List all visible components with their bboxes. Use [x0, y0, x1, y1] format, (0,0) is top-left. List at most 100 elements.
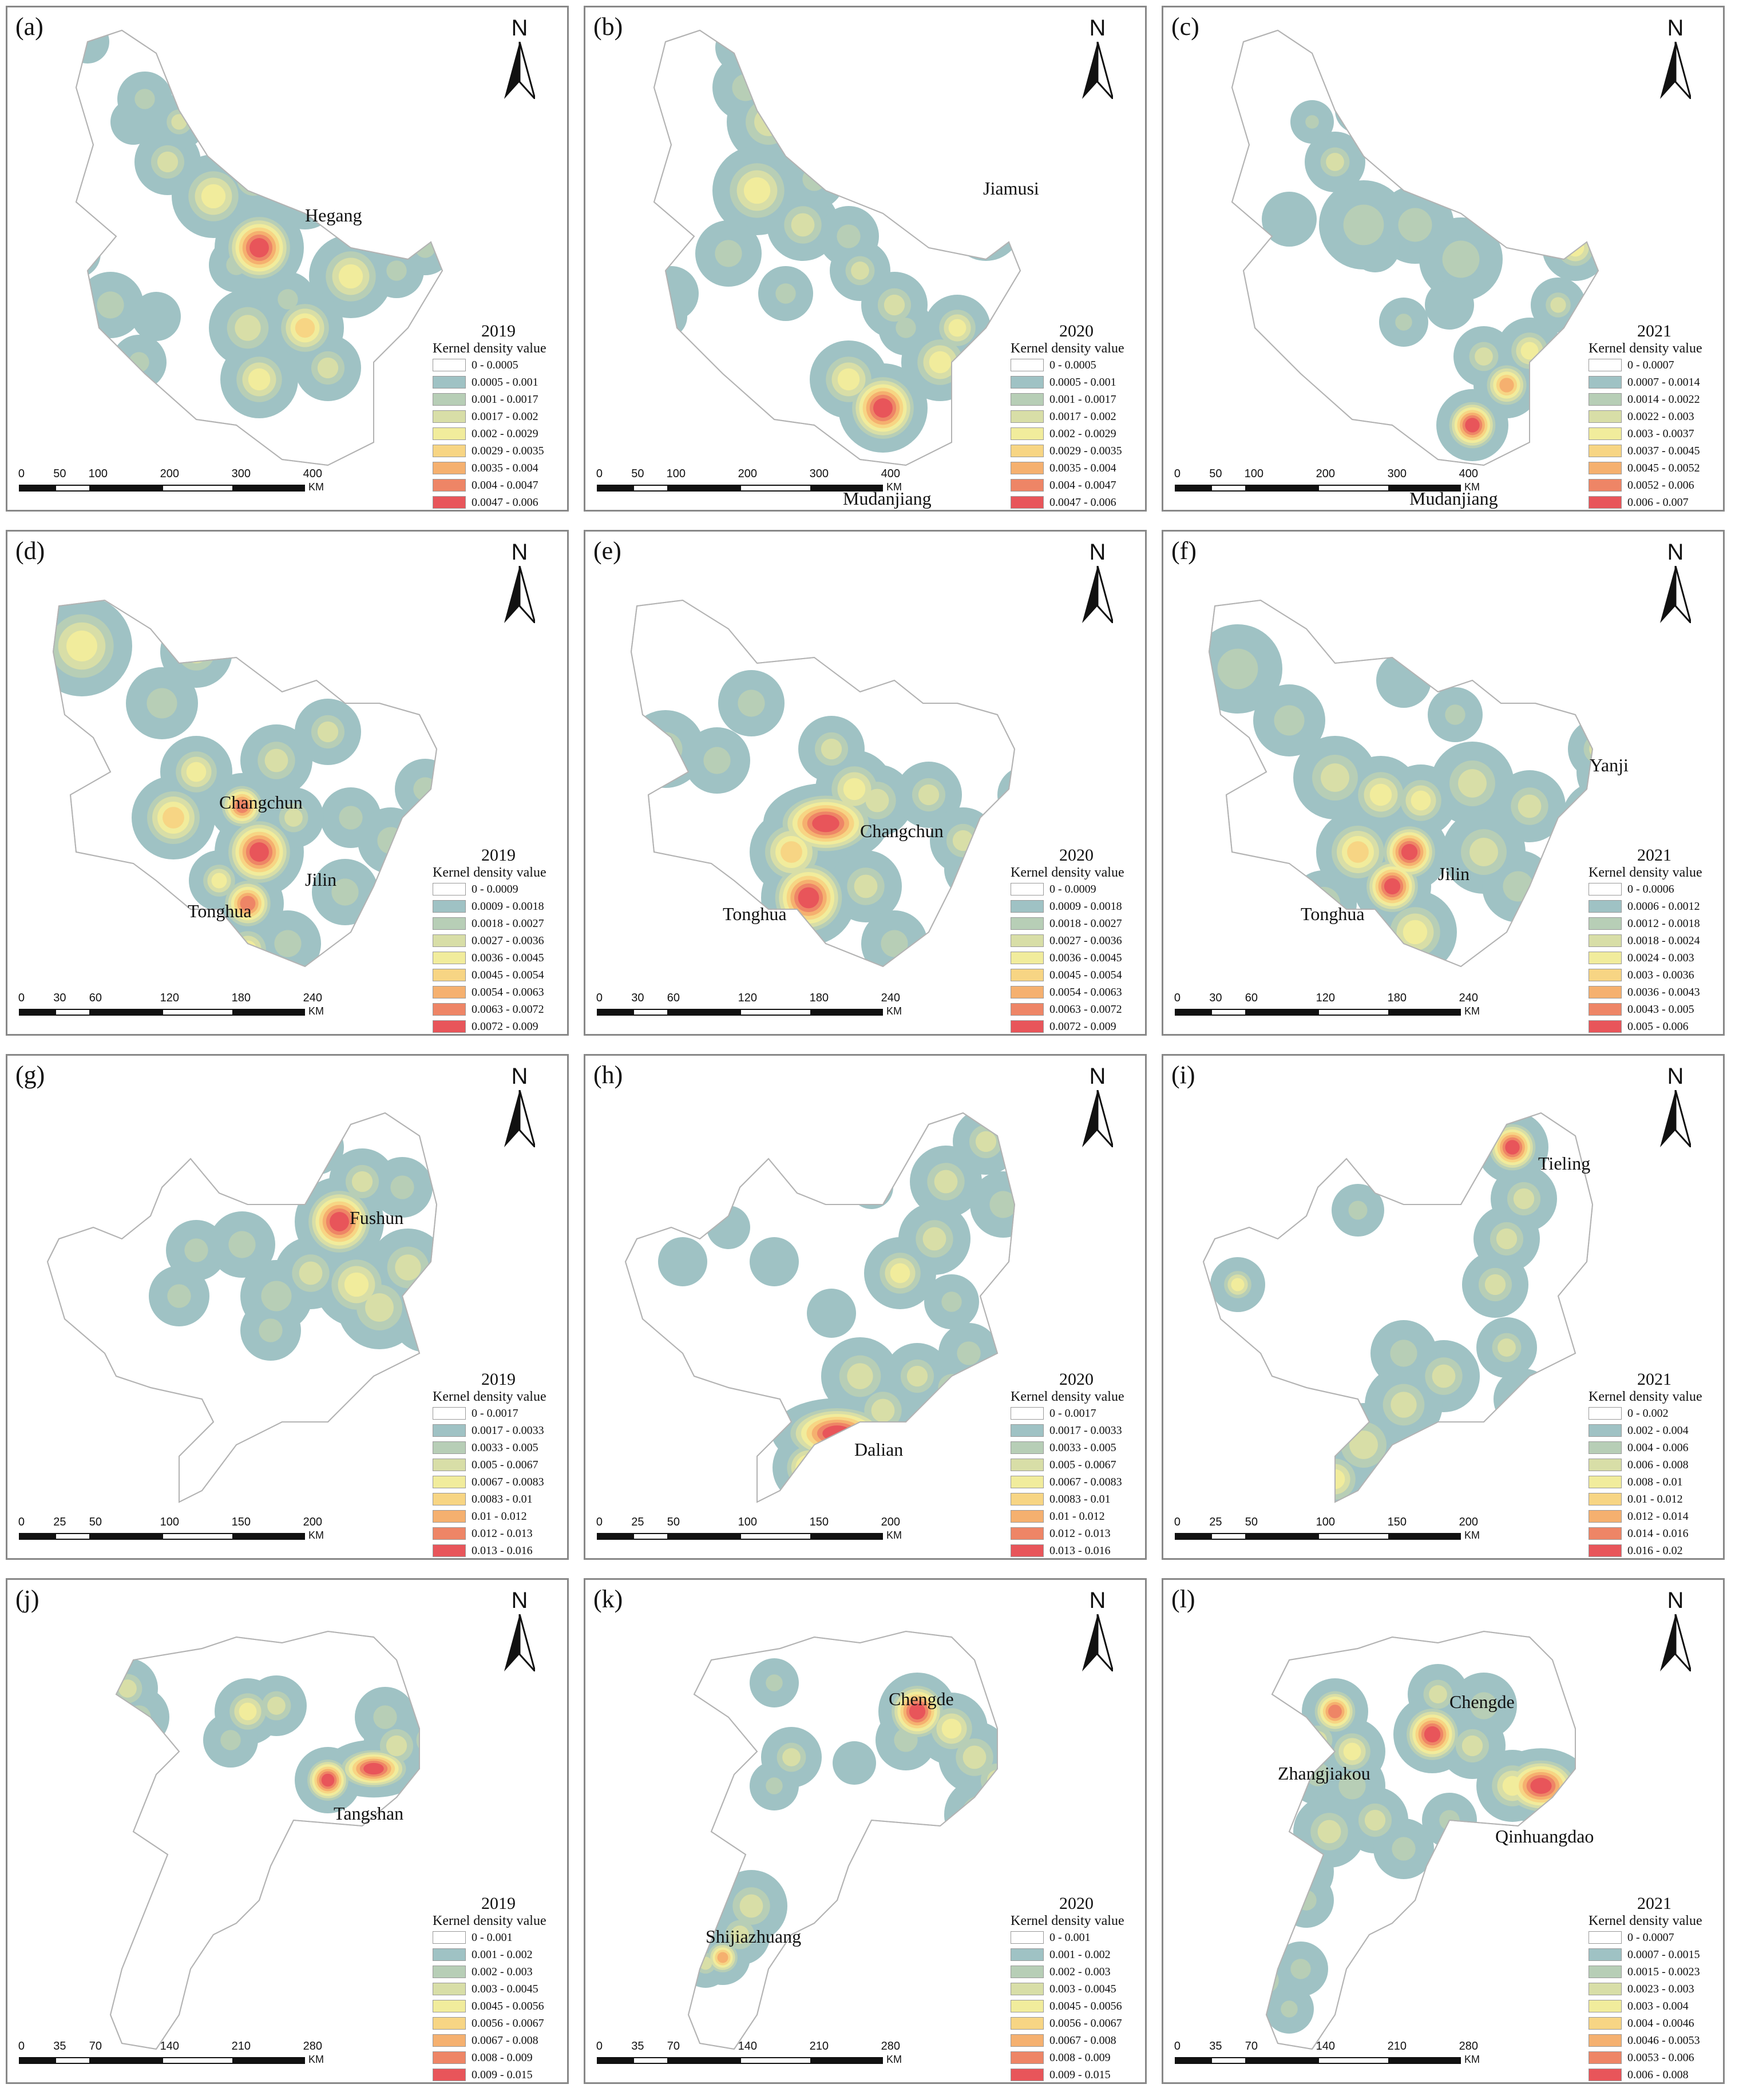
density-contour: [941, 1291, 962, 1312]
density-contour: [739, 1894, 763, 1918]
province-outline: [624, 1112, 1016, 1503]
legend-swatch: [433, 1003, 466, 1016]
density-contour: [987, 1769, 997, 1791]
density-contour: [950, 189, 1020, 261]
density-contour: [284, 809, 303, 827]
legend-range: 0.002 - 0.0029: [1049, 427, 1116, 440]
city-label: Qinhuangdao: [1495, 1826, 1594, 1847]
legend-item: 0.001 - 0.0017: [1011, 391, 1142, 408]
density-contour: [948, 319, 966, 337]
legend-swatch: [433, 1407, 466, 1420]
legend-swatch: [433, 1983, 466, 1995]
legend-item: 0.001 - 0.002: [433, 1946, 564, 1963]
city-label: Shijiazhuang: [706, 1926, 802, 1947]
legend-swatch: [433, 1966, 466, 1978]
legend-swatch: [1589, 1003, 1622, 1016]
legend-swatch: [433, 1476, 466, 1488]
density-contour: [929, 351, 952, 374]
density-contour: [750, 1237, 799, 1286]
scale-tick: 35: [631, 2040, 644, 2053]
legend-swatch: [433, 1020, 466, 1033]
density-contour: [1425, 280, 1474, 330]
legend-swatch: [1011, 2051, 1044, 2064]
scale-tick: 200: [160, 467, 180, 480]
legend-swatch: [1011, 969, 1044, 981]
scale-tick: 0: [1174, 2040, 1181, 2053]
legend-item: 0.0067 - 0.008: [1011, 2032, 1142, 2049]
map-panel: (i) N Tieling 2021 Kernel density value 0 - 0…: [1162, 1054, 1725, 1560]
legend-swatch: [1589, 986, 1622, 999]
legend-range: 0.002 - 0.003: [472, 1965, 533, 1978]
legend-year: 2021: [1637, 846, 1671, 865]
density-contour: [976, 215, 996, 235]
legend-item: 0.003 - 0.0037: [1589, 425, 1720, 442]
north-arrow-icon: [1082, 1614, 1113, 1671]
north-label: N: [1089, 540, 1106, 565]
legend-range: 0.0045 - 0.0052: [1627, 461, 1700, 474]
density-contour: [317, 721, 339, 743]
legend-swatch: [1589, 900, 1622, 913]
legend-range: 0.008 - 0.01: [1627, 1475, 1683, 1488]
density-contour: [249, 238, 269, 257]
city-label: Chengde: [1449, 1691, 1515, 1712]
north-label: N: [511, 15, 528, 41]
legend-item: 0.0045 - 0.0054: [433, 966, 564, 984]
scale-tick: 210: [809, 2040, 829, 2053]
density-contour: [146, 688, 177, 719]
province-outline: [653, 29, 1021, 466]
density-contour: [688, 1681, 690, 1730]
panel-label: (l): [1171, 1585, 1195, 1613]
density-contour: [110, 1667, 115, 1687]
legend-swatch: [1589, 1544, 1622, 1557]
map-panel: (d) N Changchun Jilin Tonghua 2019 Kernel dens…: [6, 530, 569, 1036]
legend-swatch: [433, 1931, 466, 1944]
density-contour: [865, 789, 889, 813]
north-label: N: [1089, 1588, 1106, 1613]
legend-range: 0.0035 - 0.004: [472, 461, 538, 474]
scale-tick: 25: [631, 1516, 644, 1528]
legend-item: 0.0063 - 0.0072: [433, 1001, 564, 1018]
density-contour: [1349, 1431, 1378, 1459]
legend-range: 0 - 0.001: [1049, 1931, 1091, 1944]
legend-range: 0.0006 - 0.0012: [1627, 900, 1700, 913]
density-contour: [261, 1281, 292, 1311]
scale-tick: 35: [1209, 2040, 1222, 2053]
density-contour: [264, 748, 288, 772]
panel-label: (c): [1171, 13, 1199, 41]
legend-item: 0.009 - 0.015: [433, 2066, 564, 2082]
legend-swatch: [433, 2034, 466, 2047]
density-contour: [289, 1120, 344, 1175]
scale-tick: 240: [303, 992, 323, 1004]
density-contour: [415, 237, 435, 258]
legend-swatch: [1011, 1544, 1044, 1557]
legend-year: 2020: [1059, 1370, 1094, 1389]
scale-tick: 200: [881, 1516, 901, 1528]
legend-swatch: [1011, 1459, 1044, 1471]
density-contour: [163, 30, 229, 92]
density-contour: [1048, 811, 1084, 847]
scale-tick: 60: [667, 992, 680, 1004]
legend-swatch: [1589, 1441, 1622, 1454]
legend-swatch: [1011, 1424, 1044, 1437]
legend-item: 0.013 - 0.016: [433, 1542, 564, 1558]
legend-range: 0.0018 - 0.0027: [1049, 917, 1122, 930]
scale-unit: KM: [1464, 1530, 1480, 1541]
legend-item: 0.0007 - 0.0015: [1589, 1946, 1720, 1963]
city-label: Tonghua: [188, 901, 252, 921]
density-contour: [118, 1679, 137, 1698]
scale-tick: 100: [88, 467, 108, 480]
legend-range: 0.0047 - 0.006: [1049, 496, 1116, 509]
scale-tick: 120: [1316, 992, 1336, 1004]
scale-tick: 0: [596, 992, 603, 1004]
legend-range: 0.0005 - 0.001: [472, 375, 538, 389]
legend-title: Kernel density value: [1589, 341, 1702, 356]
map-panel: (f) N Yanji Jilin Tonghua 2021 Kernel density …: [1162, 530, 1725, 1036]
north-arrow-icon: [504, 42, 535, 99]
legend-title: Kernel density value: [433, 1913, 546, 1928]
legend-item: 0.002 - 0.003: [1011, 1963, 1142, 1980]
legend-swatch: [1589, 1931, 1622, 1944]
legend-range: 0 - 0.002: [1627, 1406, 1669, 1420]
city-label: Tieling: [1538, 1153, 1591, 1174]
legend-range: 0.0067 - 0.008: [1049, 2034, 1116, 2047]
legend-swatch: [433, 376, 466, 389]
